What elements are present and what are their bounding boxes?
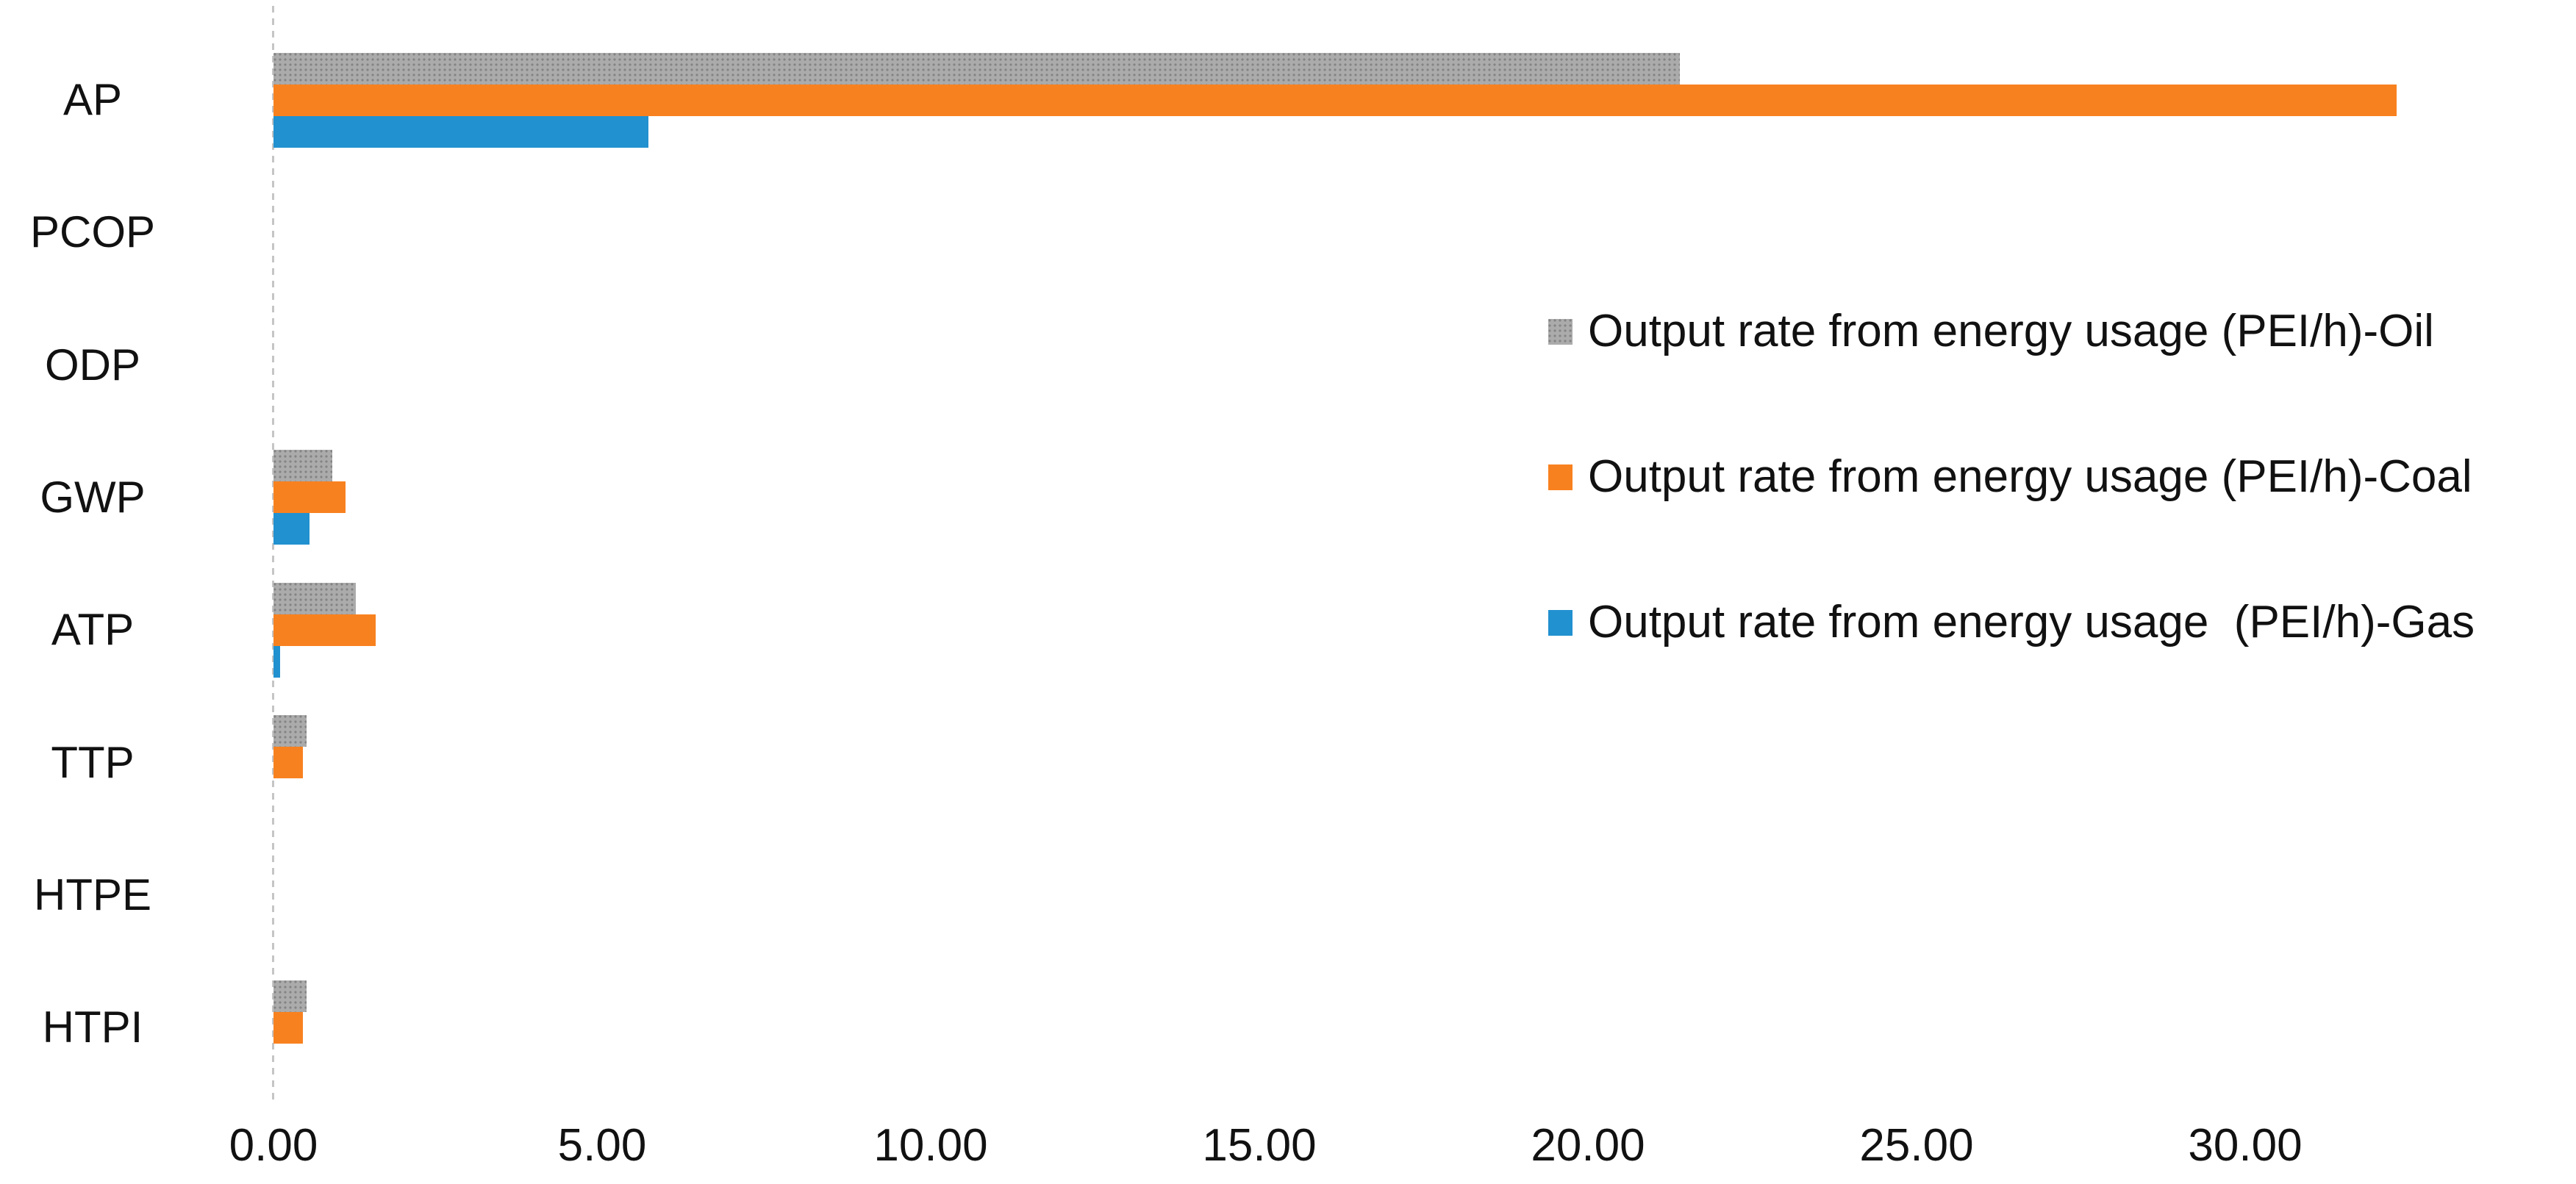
x-tick-label: 15.00: [1202, 1120, 1317, 1171]
bar-oil-ap: [273, 52, 1681, 85]
legend-item-coal: Output rate from energy usage (PEI/h)-Co…: [1548, 451, 2472, 503]
bar-coal-htpi: [273, 1011, 304, 1044]
y-axis-category-label-pcop: PCOP: [29, 207, 156, 257]
bar-coal-atp: [273, 614, 376, 646]
legend-swatch-gas-icon: [1548, 609, 1573, 636]
legend-item-gas: Output rate from energy usage (PEI/h)-Ga…: [1548, 596, 2475, 649]
y-axis-category-label-htpi: HTPI: [42, 1002, 143, 1052]
bar-coal-gwp: [273, 481, 346, 514]
bar-oil-gwp: [273, 450, 333, 482]
legend-swatch-oil-icon: [1548, 318, 1573, 345]
bar-oil-atp: [273, 582, 356, 614]
y-axis-category-label-atp: ATP: [51, 605, 135, 655]
legend-label-coal: Output rate from energy usage (PEI/h)-Co…: [1588, 451, 2472, 502]
bar-coal-ap: [273, 84, 2397, 116]
y-axis-zero-line: [272, 6, 274, 1104]
y-axis-category-label-gwp: GWP: [40, 472, 146, 522]
legend-label-gas: Output rate from energy usage (PEI/h)-Ga…: [1588, 597, 2475, 647]
y-axis-category-label-htpe: HTPE: [33, 869, 152, 919]
y-axis-category-label-odp: ODP: [44, 340, 141, 390]
legend-item-oil: Output rate from energy usage (PEI/h)-Oi…: [1548, 305, 2434, 358]
legend-label-oil: Output rate from energy usage (PEI/h)-Oi…: [1588, 306, 2434, 356]
bar-oil-htpi: [273, 980, 307, 1012]
x-tick-label: 5.00: [557, 1120, 647, 1171]
bar-gas-ap: [273, 115, 648, 148]
x-tick-label: 30.00: [2188, 1120, 2303, 1171]
legend-swatch-coal-icon: [1548, 464, 1573, 490]
x-tick-label: 0.00: [229, 1120, 318, 1171]
y-axis-category-label-ap: AP: [62, 75, 123, 124]
bar-coal-ttp: [273, 747, 304, 778]
bar-gas-atp: [273, 645, 280, 678]
x-tick-label: 20.00: [1531, 1120, 1645, 1171]
bar-gas-gwp: [273, 513, 310, 545]
x-tick-label: 25.00: [1859, 1120, 1974, 1171]
y-axis-category-label-ttp: TTP: [51, 737, 135, 787]
bar-oil-ttp: [273, 715, 307, 747]
x-tick-label: 10.00: [873, 1120, 988, 1171]
